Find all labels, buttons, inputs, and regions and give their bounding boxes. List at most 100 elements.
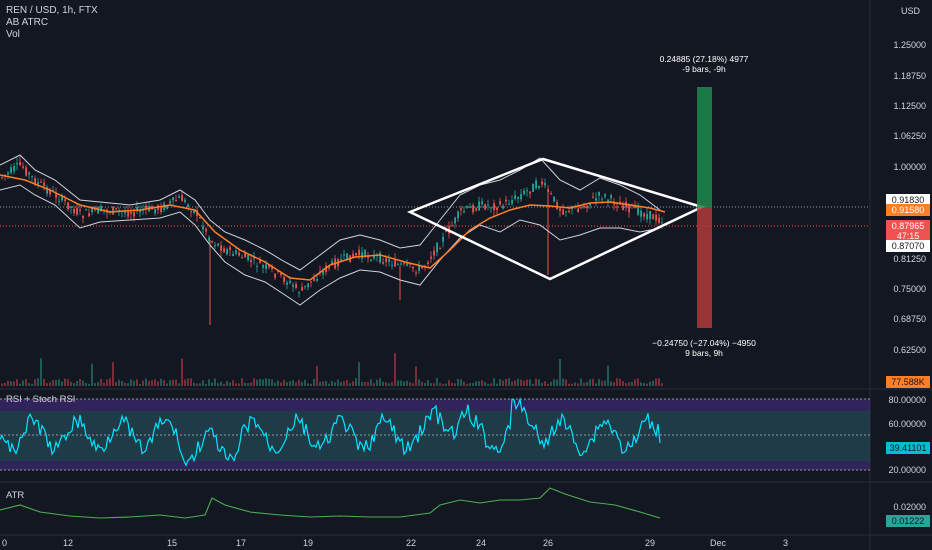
- volume-bar: [289, 381, 291, 386]
- volume-bar: [637, 378, 639, 386]
- price-label: 1.18750: [893, 71, 926, 81]
- volume-bar: [298, 379, 300, 386]
- candle-body: [91, 207, 93, 213]
- volume-bar: [604, 380, 606, 386]
- price-pane[interactable]: [0, 87, 870, 386]
- volume-bar: [265, 378, 267, 386]
- volume-bar: [496, 383, 498, 386]
- volume-bar: [295, 382, 297, 386]
- candle-body: [364, 249, 366, 257]
- candle-body: [403, 263, 405, 265]
- candle-body: [97, 207, 99, 214]
- volume-bar: [286, 382, 288, 386]
- candle-body: [421, 266, 423, 269]
- candle-body: [46, 187, 48, 194]
- volume-bar: [442, 383, 444, 386]
- volume-bar: [505, 379, 507, 386]
- candle-body: [190, 211, 192, 213]
- volume-bar: [268, 378, 270, 386]
- candle-body: [139, 209, 141, 213]
- volume-bar: [553, 379, 555, 386]
- rsi-pane[interactable]: [0, 397, 870, 471]
- volume-bar: [130, 379, 132, 386]
- volume-bar: [646, 383, 648, 386]
- volume-bar: [103, 382, 105, 386]
- volume-bar: [394, 353, 396, 386]
- volume-bar: [376, 379, 378, 386]
- volume-bar: [211, 382, 213, 386]
- currency-label[interactable]: USD: [900, 6, 920, 16]
- volume-bar: [247, 383, 249, 386]
- volume-bar: [226, 380, 228, 386]
- rsi-pane-title[interactable]: RSI + Stoch RSI: [6, 394, 76, 405]
- volume-bar: [73, 383, 75, 386]
- volume-bar: [160, 378, 162, 386]
- price-label: 0.75000: [893, 284, 926, 294]
- candle-body: [70, 206, 72, 208]
- projection-up-annotation[interactable]: 0.24885 (27.18%) 4977 -9 bars, -9h: [634, 54, 774, 74]
- volume-bar: [352, 381, 354, 386]
- projection-down-annotation[interactable]: −0.24750 (−27.04%) −4950 9 bars, 9h: [634, 338, 774, 358]
- volume-bar: [421, 381, 423, 386]
- candle-body: [31, 175, 33, 177]
- candle-body: [211, 241, 213, 243]
- candle-body: [7, 172, 9, 175]
- candle-body: [553, 196, 555, 202]
- volume-bar: [409, 382, 411, 386]
- atr-pane[interactable]: [0, 487, 661, 519]
- candle-body: [358, 249, 360, 256]
- indicator-vol-label[interactable]: Vol: [6, 29, 20, 40]
- volume-bar: [502, 380, 504, 386]
- volume-bar: [427, 380, 429, 386]
- volume-bar: [475, 381, 477, 386]
- time-label: 19: [303, 538, 314, 548]
- candle-body: [514, 195, 516, 199]
- candle-body: [481, 201, 483, 205]
- volume-bar: [346, 380, 348, 386]
- atr-pane-title[interactable]: ATR: [6, 490, 25, 501]
- candle-body: [382, 262, 384, 264]
- volume-bar: [430, 383, 432, 386]
- volume-bar: [523, 380, 525, 386]
- volume-bar: [547, 383, 549, 386]
- price-label: 1.00000: [893, 162, 926, 172]
- candle-body: [220, 245, 222, 251]
- price-label: 1.25000: [893, 40, 926, 50]
- volume-bar: [655, 378, 657, 386]
- volume-bar: [157, 381, 159, 386]
- volume-bar: [343, 381, 345, 386]
- candle-body: [502, 205, 504, 209]
- ema-line: [0, 174, 666, 281]
- time-label: 3: [783, 538, 789, 548]
- volume-bar: [94, 383, 96, 386]
- candle-body: [391, 264, 393, 266]
- volume-bar: [88, 383, 90, 386]
- volume-bar: [199, 383, 201, 386]
- candle-body: [556, 202, 558, 210]
- volume-bar: [445, 383, 447, 386]
- chart-legend[interactable]: REN / USD, 1h, FTX AB ATRC Vol: [6, 5, 98, 41]
- candle-body: [259, 260, 261, 264]
- candle-body: [430, 256, 432, 259]
- volume-bar: [361, 381, 363, 386]
- volume-bar: [379, 378, 381, 386]
- candle-body: [103, 209, 105, 211]
- volume-bar: [304, 379, 306, 386]
- volume-bar: [436, 378, 438, 386]
- candle-body: [346, 253, 348, 260]
- candle-body: [199, 217, 201, 219]
- candle-body: [115, 207, 117, 210]
- candle-body: [565, 211, 567, 213]
- target-down-zone[interactable]: [697, 207, 712, 328]
- candle-body: [442, 236, 444, 242]
- indicator-atrc-label[interactable]: AB ATRC: [6, 17, 49, 28]
- volume-bar: [100, 378, 102, 386]
- price-tag-high: 0.91830: [886, 194, 930, 206]
- symbol-title[interactable]: REN / USD, 1h, FTX: [6, 5, 98, 16]
- target-up-zone[interactable]: [697, 87, 712, 207]
- volume-bar: [193, 382, 195, 386]
- volume-bar: [241, 378, 243, 386]
- candle-body: [88, 213, 90, 217]
- volume-bar: [184, 379, 186, 386]
